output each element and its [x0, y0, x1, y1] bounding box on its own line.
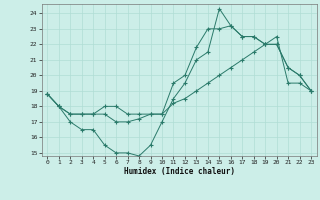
- X-axis label: Humidex (Indice chaleur): Humidex (Indice chaleur): [124, 167, 235, 176]
